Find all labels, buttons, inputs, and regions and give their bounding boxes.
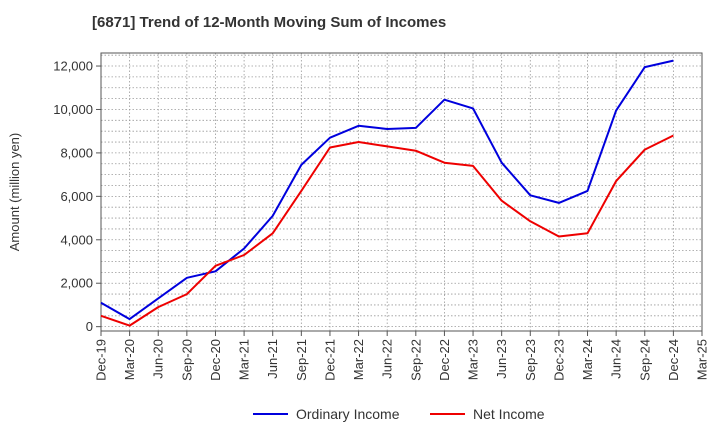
legend-label: Ordinary Income [296,406,400,422]
tick-labels: 0 2,000 4,000 6,000 8,000 10,000 12,000 Dec-19 M… [7,59,710,381]
x-tick-label: Sep-23 [523,339,538,381]
x-tick-label: Mar-24 [580,339,595,380]
y-tick-label: 4,000 [60,232,93,247]
x-tick-label: Mar-22 [351,339,366,380]
legend-label: Net Income [473,406,545,422]
y-tick-label: 12,000 [53,59,93,74]
y-tick-label: 6,000 [60,189,93,204]
x-tick-label: Mar-21 [237,339,252,380]
x-tick-label: Jun-20 [151,339,166,379]
x-tick-label: Dec-21 [322,339,337,381]
y-axis-title: Amount (million yen) [7,133,22,252]
y-tick-label: 10,000 [53,102,93,117]
y-tick-label: 8,000 [60,145,93,160]
x-tick-label: Jun-23 [494,339,509,379]
series-line [100,59,674,321]
chart-title: [6871] Trend of 12-Month Moving Sum of I… [92,14,447,31]
x-tick-label: Sep-24 [637,339,652,381]
x-tick-label: Sep-21 [294,339,309,381]
axes [96,52,703,336]
x-tick-label: Dec-22 [437,339,452,381]
x-tick-label: Dec-20 [208,339,223,381]
legend: Ordinary Income Net Income [253,406,545,422]
x-tick-label: Jun-21 [265,339,280,379]
x-tick-label: Jun-24 [609,339,624,379]
x-tick-label: Dec-19 [94,339,109,381]
x-tick-label: Mar-20 [122,339,137,380]
x-tick-label: Sep-20 [179,339,194,381]
plot-frame [100,52,703,332]
y-tick-label: 0 [86,319,93,334]
x-tick-label: Mar-23 [466,339,481,380]
series-line [100,134,674,327]
x-tick-label: Sep-22 [408,339,423,381]
x-tick-label: Dec-23 [551,339,566,381]
x-tick-label: Mar-25 [695,339,710,380]
x-tick-label: Jun-22 [380,339,395,379]
series-lines [100,59,674,327]
x-tick-label: Dec-24 [666,339,681,381]
y-tick-label: 2,000 [60,276,93,291]
